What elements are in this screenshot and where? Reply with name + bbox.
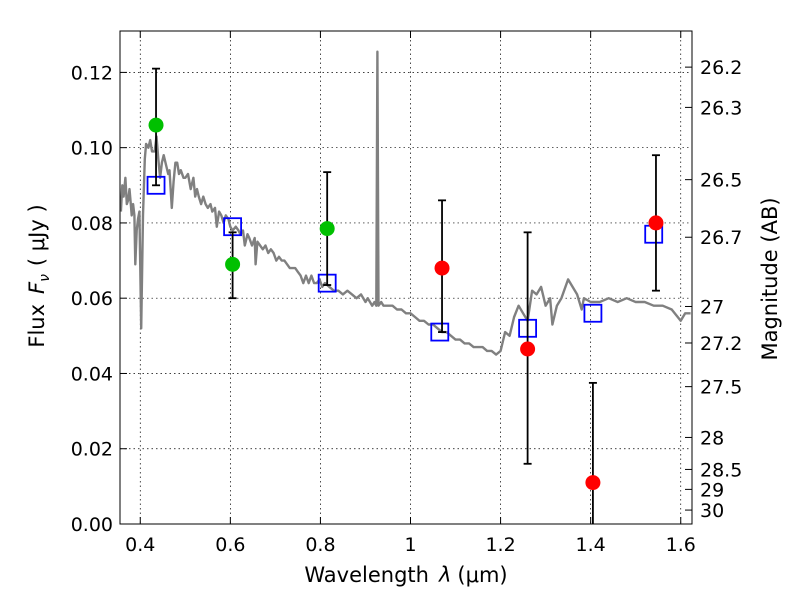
observed-flux-point xyxy=(148,117,164,133)
observed-flux-point xyxy=(434,260,450,276)
y2-tick-label: 29 xyxy=(700,479,724,501)
y-axis-title: Flux Fν ( μJy ) xyxy=(25,204,53,347)
plot-area xyxy=(120,50,691,524)
y2-tick-label: 27.5 xyxy=(700,377,742,399)
spectrum-line xyxy=(120,50,691,356)
y-tick-label: 0.12 xyxy=(71,62,113,84)
model-photometry-square xyxy=(430,322,450,342)
plot-layer xyxy=(120,50,691,524)
x-tick-label: 0.8 xyxy=(305,534,335,556)
x-tick-label: 0.4 xyxy=(125,534,155,556)
y-tick-label: 0.08 xyxy=(71,213,113,235)
plot-frame xyxy=(119,30,693,525)
y-tick-label: 0.02 xyxy=(71,439,113,461)
y2-tick-label: 27 xyxy=(700,296,724,318)
observed-flux-point xyxy=(319,221,335,237)
y-axis-title-text: Flux xyxy=(25,304,49,348)
y-axis-title-symbol: F xyxy=(25,281,49,294)
y2-tick-label: 30 xyxy=(700,500,724,522)
y2-tick-label: 27.2 xyxy=(700,333,742,355)
x-tick-label: 1 xyxy=(404,534,416,556)
y-tick-label: 0.06 xyxy=(71,288,113,310)
grid xyxy=(120,31,692,525)
y2-axis-title: Magnitude (AB) xyxy=(758,197,782,360)
x-axis-title-symbol: λ xyxy=(438,563,451,587)
x-axis-title-text: Wavelength xyxy=(304,563,429,587)
x-tick-label: 1.6 xyxy=(666,534,696,556)
y2-tick-label: 28 xyxy=(700,427,724,449)
model-photometry-square xyxy=(583,303,603,323)
observed-flux-point xyxy=(585,475,601,491)
observed-flux-point xyxy=(648,215,664,231)
y-axis-title-unit: ( μJy ) xyxy=(25,204,49,266)
y2-tick-label: 26.2 xyxy=(700,57,742,79)
y-tick-label: 0.00 xyxy=(71,514,113,536)
x-tick-label: 0.6 xyxy=(215,534,245,556)
y-axis-title-subscript: ν xyxy=(37,274,53,282)
x-axis-title: Wavelength λ (μm) xyxy=(304,563,507,587)
observed-flux-point xyxy=(225,256,241,272)
y-tick-label: 0.10 xyxy=(71,138,113,160)
y2-tick-label: 26.3 xyxy=(700,97,742,119)
x-axis-title-unit: (μm) xyxy=(457,563,507,587)
y-tick-label: 0.04 xyxy=(71,363,113,385)
x-tick-label: 1.4 xyxy=(576,534,606,556)
y2-tick-label: 28.5 xyxy=(700,459,742,481)
observed-flux-point xyxy=(520,341,536,357)
x-tick-label: 1.2 xyxy=(485,534,515,556)
y2-tick-label: 26.7 xyxy=(700,227,742,249)
y2-tick-label: 26.5 xyxy=(700,170,742,192)
axis-ticks: 0.4 0.6 0.8 1 1.2 1.4 1.6 0.00 0.02 0.04 0.06 0.08 0… xyxy=(71,31,742,556)
